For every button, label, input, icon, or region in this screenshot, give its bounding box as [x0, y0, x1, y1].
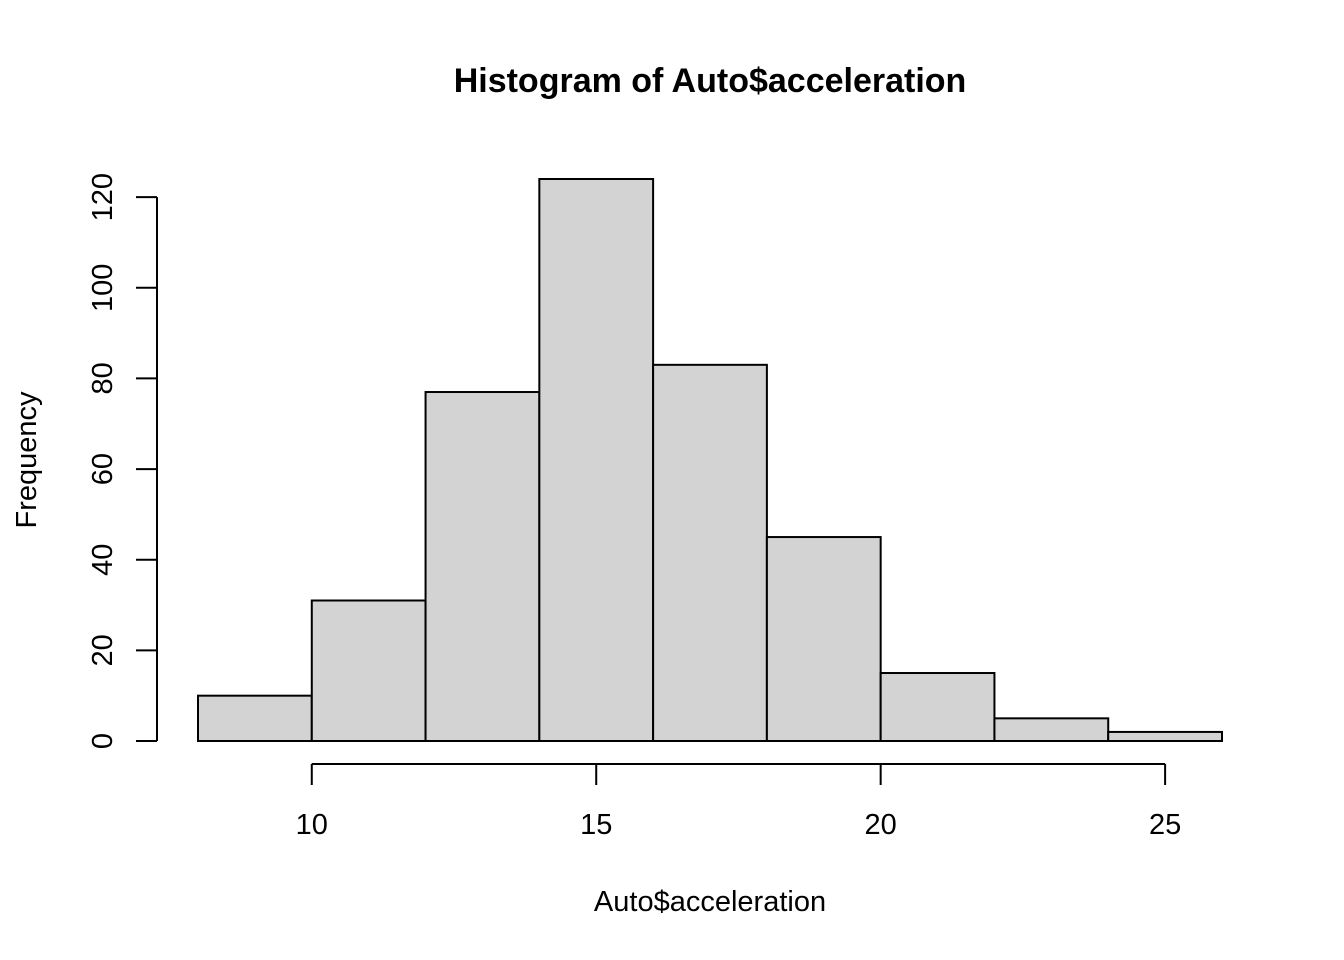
y-tick-label: 120	[87, 173, 119, 221]
histogram-bar-1	[197, 694, 313, 743]
x-tick-label: 15	[580, 809, 612, 841]
x-tick-label: 10	[296, 809, 328, 841]
histogram-bar-6	[765, 536, 882, 743]
x-axis-label: Auto$acceleration	[594, 886, 826, 918]
y-tick-label: 20	[87, 634, 119, 666]
y-tick-label: 60	[87, 453, 119, 485]
y-tick-label: 80	[87, 362, 119, 394]
y-tick-label: 100	[87, 264, 119, 312]
chart-title: Histogram of Auto$acceleration	[454, 62, 967, 100]
x-axis: 10 15 20 25	[296, 763, 1181, 841]
histogram-bar-7	[879, 672, 996, 742]
x-tick-label: 20	[865, 809, 897, 841]
x-tick-label: 25	[1149, 809, 1181, 841]
y-axis-label: Frequency	[11, 391, 43, 529]
y-axis: 0 20 40 60 80 100 120	[87, 173, 158, 749]
histogram-bar-5	[652, 363, 768, 742]
y-tick-label: 40	[87, 544, 119, 576]
histogram-bar-8	[993, 717, 1110, 742]
histogram-bar-9	[1107, 730, 1223, 743]
histogram-bar-4	[538, 178, 655, 742]
y-tick-label: 0	[87, 733, 119, 749]
bars-group	[197, 178, 1223, 743]
histogram-bar-3	[424, 391, 541, 742]
histogram-bar-2	[310, 599, 427, 742]
